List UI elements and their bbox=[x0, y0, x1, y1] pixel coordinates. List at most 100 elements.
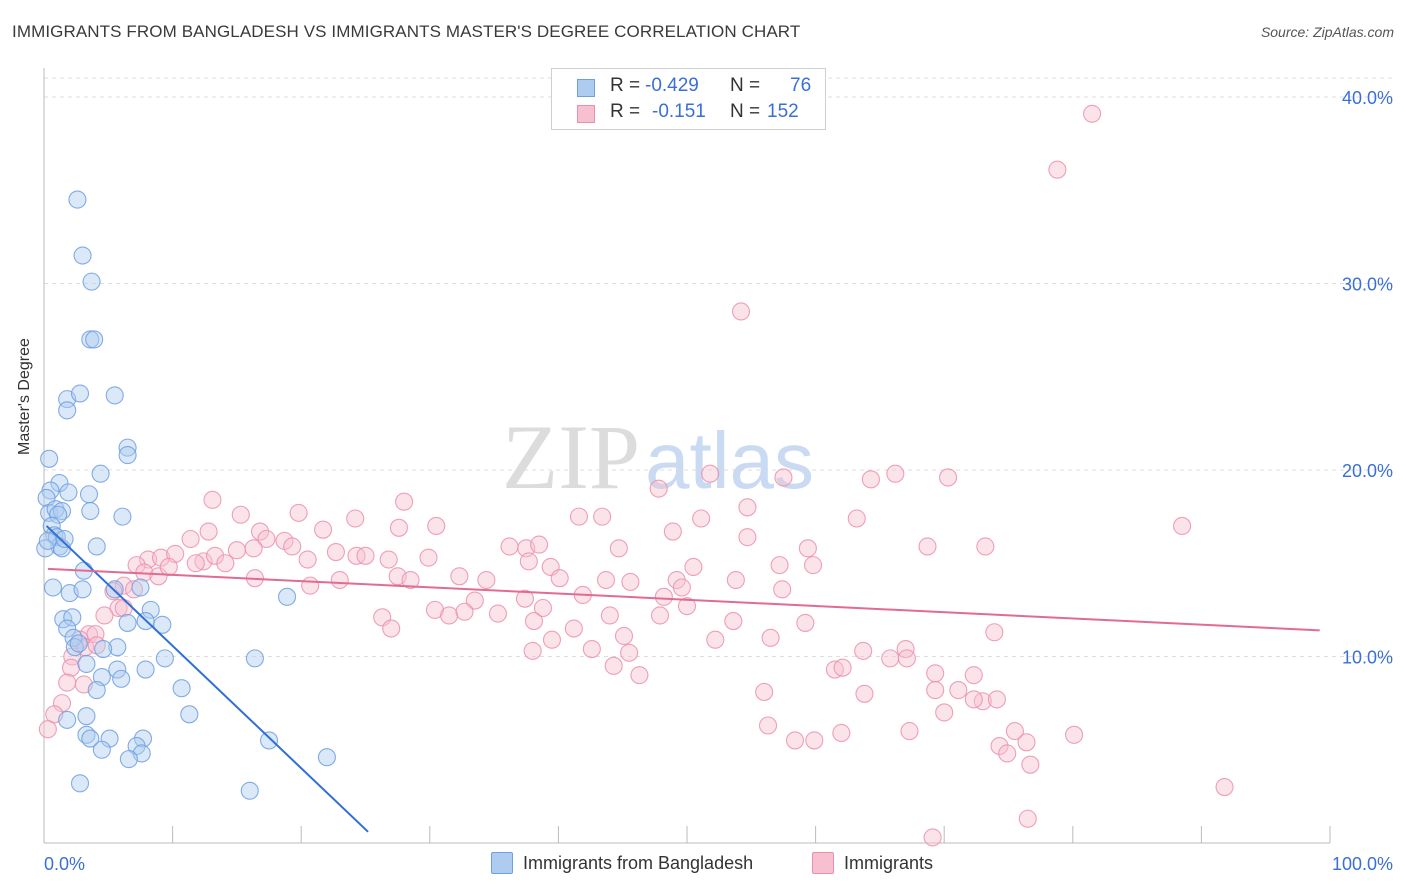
immigrants-point bbox=[382, 619, 401, 638]
bangladesh-point bbox=[92, 740, 111, 759]
immigrants-point bbox=[900, 722, 919, 741]
watermark-atlas: atlas bbox=[645, 416, 814, 505]
bangladesh-point bbox=[36, 539, 55, 558]
bangladesh-point bbox=[317, 748, 336, 767]
immigrants-point bbox=[738, 498, 757, 517]
bangladesh-point bbox=[245, 649, 264, 668]
immigrants-point bbox=[289, 503, 308, 522]
x-tick-label: 100.0% bbox=[1332, 854, 1393, 874]
bangladesh-point bbox=[68, 190, 87, 209]
immigrants-point bbox=[109, 598, 128, 618]
bangladesh-point bbox=[40, 449, 59, 468]
immigrants-point bbox=[896, 639, 915, 659]
bangladesh-point bbox=[172, 679, 191, 698]
immigrants-point bbox=[918, 537, 937, 556]
immigrants-point bbox=[926, 664, 945, 683]
bottom-legend-label-immigrants: Immigrants bbox=[844, 852, 934, 873]
bangladesh-point bbox=[91, 464, 110, 483]
immigrants-point bbox=[596, 570, 616, 590]
immigrants-point bbox=[630, 666, 649, 685]
bangladesh-point bbox=[119, 750, 138, 769]
bangladesh-point bbox=[54, 610, 73, 629]
bangladesh-point bbox=[64, 628, 83, 647]
stats-legend: R = -0.429 N = 76 R = -0.151 N = 152 bbox=[551, 68, 826, 130]
bangladesh-point bbox=[105, 386, 124, 405]
immigrants-point bbox=[731, 302, 751, 321]
y-axis-label: Master's Degree bbox=[16, 338, 33, 455]
immigrants-point bbox=[564, 619, 583, 638]
immigrants-point bbox=[785, 731, 805, 750]
immigrants-point bbox=[847, 509, 866, 528]
bangladesh-point bbox=[58, 619, 77, 638]
immigrants-point bbox=[569, 507, 589, 526]
immigrants-point bbox=[987, 690, 1006, 709]
bangladesh-point bbox=[77, 707, 96, 726]
immigrants-point bbox=[257, 529, 276, 549]
immigrants-point bbox=[726, 570, 745, 590]
immigrants-point bbox=[923, 828, 942, 847]
immigrants-point bbox=[550, 569, 569, 588]
bangladesh-point bbox=[85, 330, 104, 349]
immigrants-point bbox=[677, 597, 697, 616]
bangladesh-point bbox=[108, 660, 127, 679]
immigrants-point bbox=[805, 731, 824, 750]
immigrants-point bbox=[861, 470, 880, 489]
immigrants-point bbox=[1173, 516, 1192, 536]
bangladesh-point bbox=[153, 615, 172, 634]
bangladesh-point bbox=[259, 731, 279, 750]
immigrants-point bbox=[1065, 725, 1084, 744]
chart-title: IMMIGRANTS FROM BANGLADESH VS IMMIGRANTS… bbox=[12, 22, 801, 41]
series-immigrants-points bbox=[38, 104, 1234, 847]
legend-row-bangladesh: R = -0.429 N = 76 bbox=[552, 75, 825, 101]
bangladesh-point bbox=[79, 485, 99, 504]
legend-n-label: N = bbox=[730, 75, 761, 96]
immigrants-point bbox=[798, 539, 817, 558]
immigrants-point bbox=[855, 684, 874, 703]
immigrants-point bbox=[419, 548, 438, 567]
immigrants-point bbox=[582, 639, 601, 659]
immigrants-point bbox=[515, 589, 535, 608]
bangladesh-point bbox=[55, 529, 74, 549]
immigrants-point bbox=[231, 505, 250, 524]
y-tick-label: 20.0% bbox=[1342, 461, 1393, 481]
immigrants-point bbox=[650, 606, 670, 625]
immigrants-point bbox=[663, 522, 682, 541]
immigrants-point bbox=[833, 658, 852, 677]
immigrants-point bbox=[326, 543, 345, 562]
immigrants-point bbox=[283, 537, 302, 556]
bangladesh-point bbox=[73, 580, 92, 599]
immigrants-point bbox=[609, 539, 628, 558]
immigrants-point bbox=[124, 580, 144, 599]
immigrants-point bbox=[465, 591, 484, 610]
immigrants-point bbox=[832, 723, 851, 743]
immigrants-point bbox=[425, 600, 444, 619]
immigrants-point bbox=[773, 580, 792, 599]
immigrants-point bbox=[761, 628, 780, 647]
legend-r-label: R = bbox=[610, 75, 641, 96]
immigrants-point bbox=[542, 630, 562, 649]
bangladesh-point bbox=[118, 438, 137, 457]
immigrants-point bbox=[330, 570, 349, 590]
immigrants-point bbox=[524, 612, 544, 631]
bottom-legend-label-bangladesh: Immigrants from Bangladesh bbox=[523, 852, 754, 873]
trend-line-immigrants bbox=[47, 567, 1320, 632]
immigrants-point bbox=[621, 572, 640, 591]
immigrants-point bbox=[186, 554, 205, 573]
immigrants-point bbox=[649, 479, 668, 498]
immigrants-point bbox=[38, 720, 57, 739]
immigrants-point bbox=[654, 587, 673, 606]
immigrants-point bbox=[701, 464, 720, 483]
y-tick-label: 10.0% bbox=[1342, 648, 1393, 668]
legend-swatch-immigrants bbox=[577, 105, 595, 123]
immigrants-point bbox=[389, 518, 408, 537]
bangladesh-point bbox=[141, 600, 160, 619]
immigrants-point bbox=[755, 682, 774, 701]
trend-lines bbox=[45, 525, 1320, 833]
immigrants-point bbox=[427, 516, 446, 536]
immigrants-point bbox=[935, 703, 954, 722]
bangladesh-point bbox=[136, 660, 155, 679]
immigrants-point bbox=[61, 658, 81, 677]
bangladesh-point bbox=[131, 578, 150, 597]
watermark: ZIP atlas bbox=[502, 406, 814, 508]
immigrants-point bbox=[523, 641, 542, 660]
